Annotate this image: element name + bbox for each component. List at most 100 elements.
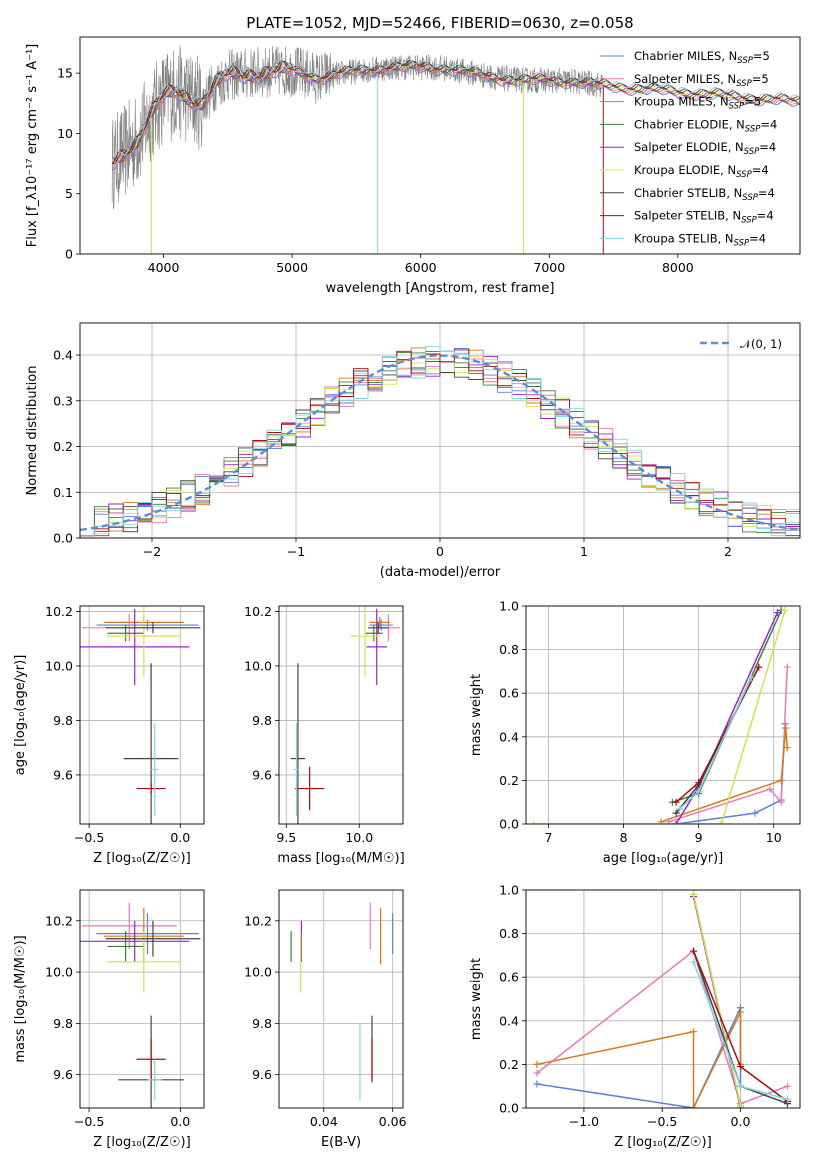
axes-frame xyxy=(278,889,404,1109)
x-tick-label: 2 xyxy=(724,544,732,559)
y-tick-label: 10.0 xyxy=(45,965,73,980)
y-axis-label: mass [log₁₀(M/M☉)] xyxy=(13,935,28,1062)
weight-marker xyxy=(751,809,759,817)
model-kroupa-stelib xyxy=(111,58,800,161)
y-tick-label: 0.4 xyxy=(53,348,73,363)
errorbar-point xyxy=(290,663,306,824)
errorbar-point xyxy=(147,1059,163,1101)
errorbar-point xyxy=(107,931,181,993)
y-tick-label: 10.2 xyxy=(45,604,73,619)
grid xyxy=(526,605,800,825)
weight-marker xyxy=(695,787,703,795)
weight-marker xyxy=(672,798,680,806)
x-tick-label: 0.0 xyxy=(731,1114,751,1129)
chart-Z_age: −0.5 0.0 9.6 9.8 10.0 10.2 Z [log₁₀(Z/Z☉)] age … xyxy=(13,604,205,866)
x-tick-label: 1 xyxy=(580,544,588,559)
errorbar-point xyxy=(293,723,300,816)
weight-marker xyxy=(773,609,781,617)
y-tick-label: 0.1 xyxy=(53,485,73,500)
x-tick-label: 0.04 xyxy=(310,1114,338,1129)
x-tick-label: −2 xyxy=(143,544,161,559)
weight-marker xyxy=(717,820,725,824)
x-tick-label: 4000 xyxy=(148,260,180,275)
axes-frame xyxy=(525,889,801,1109)
errorbar-point xyxy=(350,606,380,677)
errorbar-point xyxy=(96,913,199,955)
y-axis-label: mass weight xyxy=(469,958,484,1040)
legend-label: Kroupa STELIB, NSSP=4 xyxy=(634,231,766,248)
x-axis-label: Z [log₁₀(Z/Z☉)] xyxy=(614,1135,711,1150)
y-tick-label: 9.8 xyxy=(252,1016,272,1031)
model-chabrier-miles xyxy=(112,66,800,171)
plot-area xyxy=(111,45,800,254)
x-tick-label: 0.0 xyxy=(170,830,190,845)
y-tick-label: 5 xyxy=(65,186,73,201)
y-tick-label: 15 xyxy=(57,66,73,81)
weight-line-chabrier-miles xyxy=(675,723,786,824)
errorbar-point xyxy=(105,622,201,634)
grid xyxy=(80,890,204,1108)
axes-frame xyxy=(79,605,205,825)
weight-marker xyxy=(657,818,665,824)
x-tick-label: 6000 xyxy=(405,260,437,275)
axes-frame xyxy=(278,605,404,825)
weight-marker xyxy=(737,1008,745,1016)
x-axis-label: E(B-V) xyxy=(321,1135,361,1150)
weight-marker xyxy=(783,663,791,671)
weight-line-kroupa-miles xyxy=(660,728,788,823)
y-tick-label: 0.0 xyxy=(53,531,73,546)
x-tick-label: 7000 xyxy=(533,260,565,275)
legend-label: Salpeter MILES, NSSP=5 xyxy=(634,72,769,89)
errorbar-point xyxy=(367,622,389,634)
legend-label: Chabrier ELODIE, NSSP=4 xyxy=(634,117,777,134)
chart-EBV_mass: 0.04 0.06 9.6 9.8 10.0 10.2 E(B-V) xyxy=(244,889,407,1150)
x-tick-label: −0.5 xyxy=(647,1114,677,1129)
weight-line-salpeter-miles xyxy=(668,666,788,823)
y-axis-label: Normed distribution xyxy=(25,366,40,496)
y-tick-label: 9.6 xyxy=(252,1067,272,1082)
grid xyxy=(279,606,403,824)
weight-marker xyxy=(533,1080,541,1088)
y-tick-label: 0.2 xyxy=(53,439,73,454)
y-axis-label: age [log₁₀(age/yr)] xyxy=(13,655,28,776)
x-axis-label: wavelength [Angstrom, rest frame] xyxy=(326,281,555,296)
chart-residuals: −2 −1 0 1 2 0.0 0.1 0.2 0.3 0.4 (data-model)/error… xyxy=(25,322,801,580)
x-axis-label: Z [log₁₀(Z/Z☉)] xyxy=(93,851,190,866)
y-axis-label: mass weight xyxy=(469,674,484,756)
axes-frame xyxy=(79,889,205,1109)
weight-marker xyxy=(783,1095,791,1103)
y-tick-label: 9.8 xyxy=(252,713,272,728)
chart-mass_age: 9.5 10.0 9.6 9.8 10.0 10.2 mass [log₁₀(M/M☉)] xyxy=(244,604,405,866)
weight-marker xyxy=(530,820,538,824)
weight-marker xyxy=(690,890,698,898)
y-tick-label: 9.6 xyxy=(252,767,272,782)
chart-age_weight: 7 8 9 10 0.0 0.2 0.4 0.6 0.8 1.0 age [log₁₀(age/yr… xyxy=(469,599,801,866)
plot-area xyxy=(533,890,791,1108)
x-tick-label: 8000 xyxy=(662,260,694,275)
weight-marker xyxy=(676,805,684,813)
legend-label: Kroupa MILES, NSSP=5 xyxy=(634,95,761,112)
x-tick-label: −0.5 xyxy=(74,1114,104,1129)
y-tick-label: 10.0 xyxy=(244,965,272,980)
y-tick-label: 0.6 xyxy=(499,686,519,701)
axes-frame xyxy=(79,36,801,255)
y-tick-label: 0.0 xyxy=(499,817,519,832)
chart-Z_weight: −1.0 −0.5 0.0 0.0 0.2 0.4 0.6 0.8 1.0 Z [log₁₀(Z/… xyxy=(469,883,801,1150)
normal-reference-curve xyxy=(80,354,800,532)
errorbar-point xyxy=(136,1038,166,1080)
x-tick-label: 10.0 xyxy=(345,830,373,845)
errorbar-point xyxy=(369,616,390,628)
x-tick-label: 0.0 xyxy=(170,1114,190,1129)
y-tick-label: 10.2 xyxy=(45,913,73,928)
weight-marker xyxy=(783,744,791,752)
x-axis-label: Z [log₁₀(Z/Z☉)] xyxy=(93,1135,190,1150)
y-tick-label: 10.0 xyxy=(45,658,73,673)
y-tick-label: 0.4 xyxy=(499,1013,519,1028)
weight-line-kroupa-miles xyxy=(536,1011,742,1108)
y-tick-label: 1.0 xyxy=(499,599,519,614)
x-tick-label: −1.0 xyxy=(569,1114,599,1129)
errorbar-point xyxy=(123,663,179,824)
legend-label: Chabrier MILES, NSSP=5 xyxy=(634,49,770,66)
x-tick-label: 0 xyxy=(436,544,444,559)
